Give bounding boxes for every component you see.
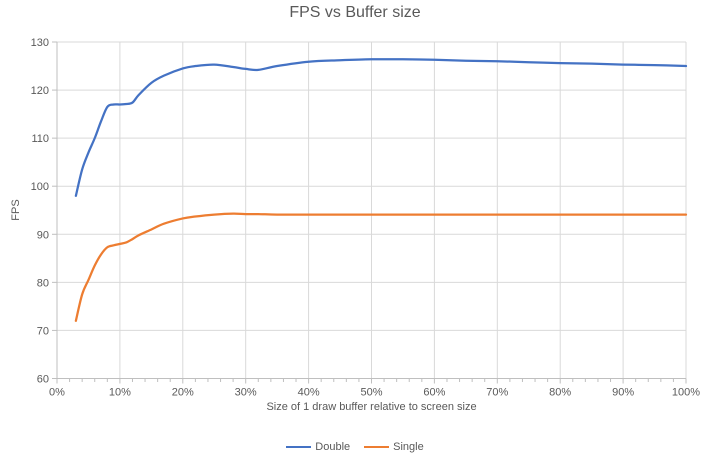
x-tick-label: 40% [298, 387, 320, 399]
y-tick-label: 130 [31, 37, 49, 49]
series-line-single [74, 212, 688, 322]
x-tick-label: 0% [49, 387, 65, 399]
series-line-double [74, 58, 688, 197]
y-tick-label: 80 [37, 277, 49, 289]
legend: Double Single [0, 441, 710, 453]
y-tick-label: 90 [37, 229, 49, 241]
legend-swatch-single-icon [364, 445, 390, 449]
chart-title: FPS vs Buffer size [289, 4, 421, 21]
x-tick-label: 20% [172, 387, 194, 399]
x-tick-label: 100% [672, 387, 700, 399]
legend-label-single: Single [393, 441, 424, 453]
x-tick-label: 60% [423, 387, 445, 399]
x-tick-label: 30% [235, 387, 257, 399]
y-tick-label: 60 [37, 374, 49, 386]
x-tick-label: 70% [486, 387, 508, 399]
y-axis-title: FPS [10, 199, 22, 221]
y-tick-label: 120 [31, 85, 49, 97]
legend-swatch-double-icon [286, 445, 312, 449]
y-tick-label: 100 [31, 181, 49, 193]
x-tick-label: 50% [360, 387, 382, 399]
legend-item-double: Double [286, 441, 350, 453]
y-tick-label: 70 [37, 325, 49, 337]
x-tick-label: 90% [612, 387, 634, 399]
x-tick-label: 10% [109, 387, 131, 399]
legend-label-double: Double [315, 441, 351, 453]
x-tick-label: 80% [549, 387, 571, 399]
legend-item-single: Single [364, 441, 424, 453]
x-axis-title: Size of 1 draw buffer relative to screen… [266, 401, 477, 413]
y-tick-label: 110 [31, 133, 49, 145]
